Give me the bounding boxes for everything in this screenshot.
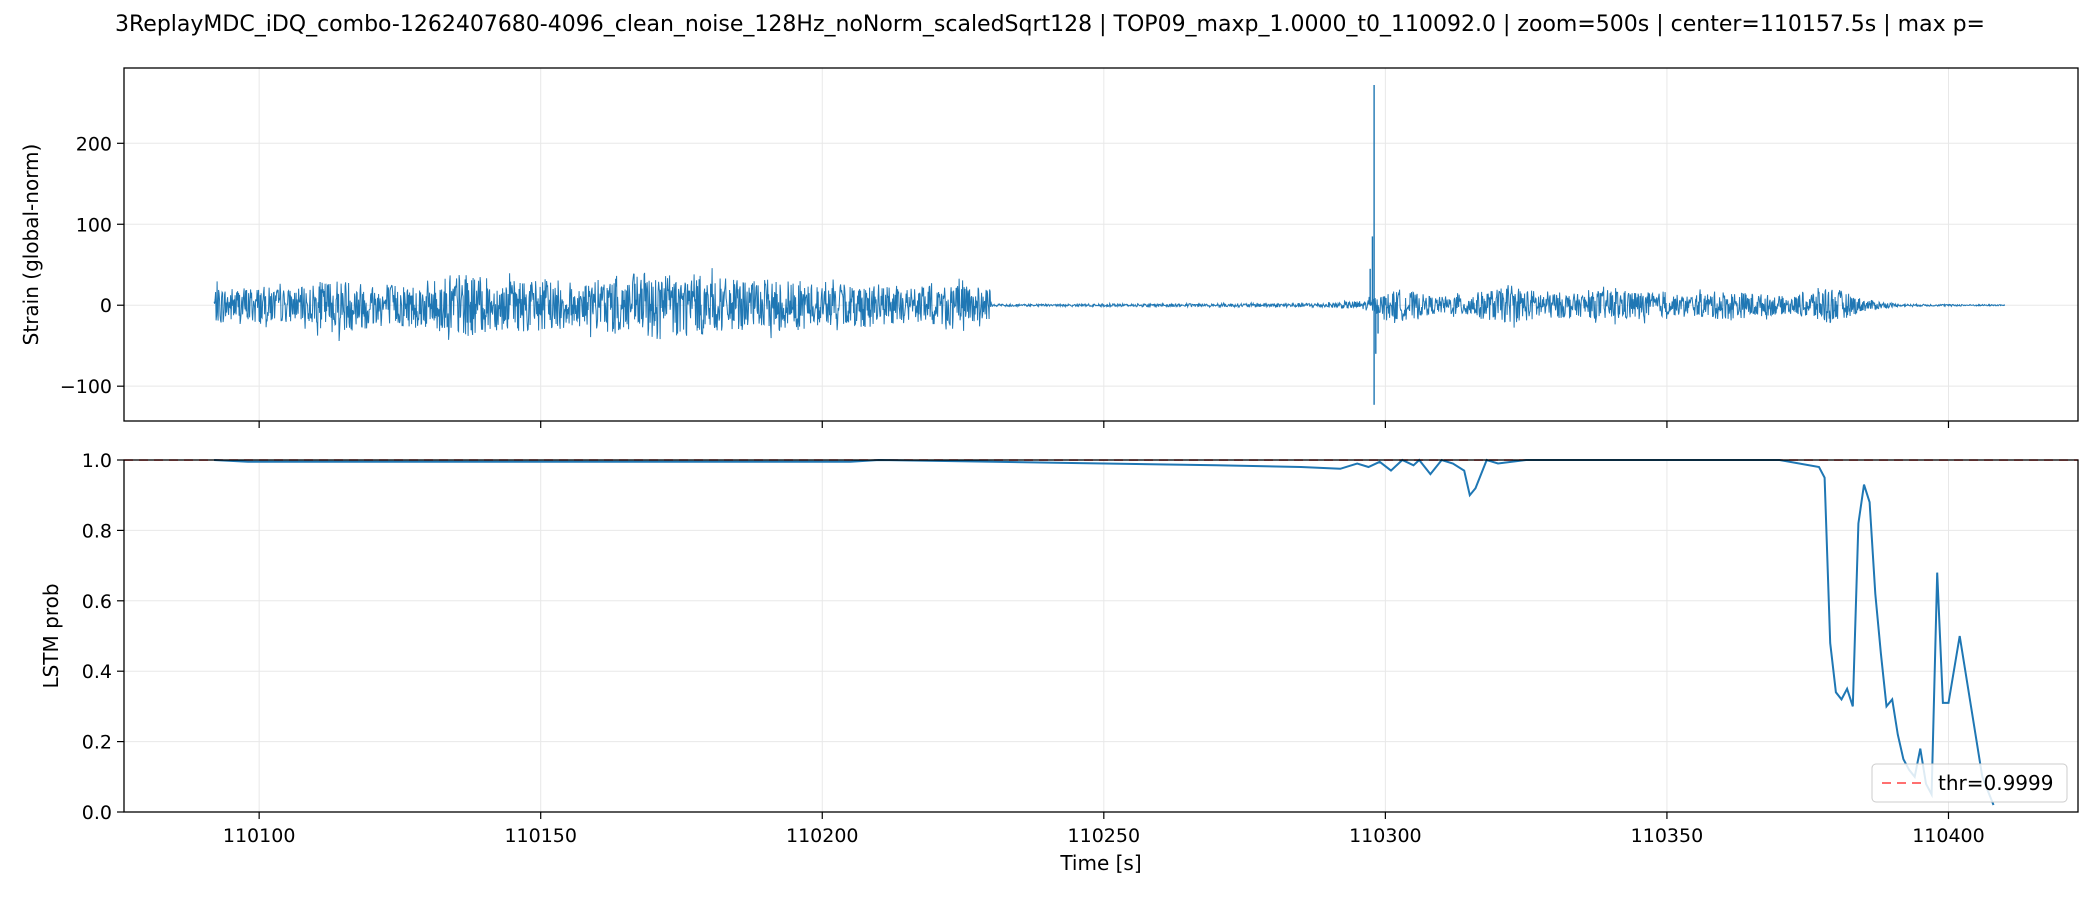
y-tick-label: 1.0: [82, 450, 112, 472]
y-tick-label: 0: [100, 295, 112, 317]
x-tick-label: 110400: [1912, 825, 1985, 847]
y-tick-label: 0.0: [82, 802, 112, 824]
strain-panel: −100 0 100 200 Strain (global-norm): [19, 67, 2079, 428]
x-tick-label: 110300: [1349, 825, 1422, 847]
x-axis-label: Time [s]: [1059, 851, 1141, 875]
y-tick-label: 100: [76, 214, 112, 236]
lstm-prob-line: [214, 458, 1995, 806]
y-tick-label: 0.6: [82, 591, 112, 613]
legend-threshold-label: thr=0.9999: [1938, 771, 2053, 795]
lstm-y-axis-label: LSTM prob: [39, 583, 63, 688]
y-tick-label: 200: [76, 133, 112, 155]
strain-ticks: −100 0 100 200: [60, 133, 1950, 428]
lstm-panel: 110100 110150 110200 110250 110300 110350 1104…: [39, 450, 2079, 875]
figure-title: 3ReplayMDC_iDQ_combo-1262407680-4096_cle…: [115, 12, 1985, 37]
y-tick-label: −100: [60, 376, 112, 398]
lstm-grid: [124, 459, 2078, 813]
y-tick-label: 0.4: [82, 661, 112, 683]
strain-grid: [124, 68, 2078, 421]
legend-box: [1871, 763, 2068, 803]
strain-waveform: [213, 268, 2006, 342]
x-tick-label: 110250: [1068, 825, 1141, 847]
strain-trace: [213, 85, 2006, 405]
y-tick-label: 0.8: [82, 520, 112, 542]
y-tick-label: 0.2: [82, 732, 112, 754]
x-tick-label: 110350: [1631, 825, 1704, 847]
strain-y-axis-label: Strain (global-norm): [19, 144, 43, 346]
lstm-axes-frame: [123, 459, 2079, 813]
lstm-ticks: 110100 110150 110200 110250 110300 110350 1104…: [82, 450, 1985, 847]
x-tick-label: 110100: [223, 825, 296, 847]
x-tick-label: 110150: [504, 825, 577, 847]
x-tick-label: 110200: [786, 825, 859, 847]
strain-axes-frame: [123, 67, 2079, 422]
legend: thr=0.9999: [1871, 763, 2068, 803]
